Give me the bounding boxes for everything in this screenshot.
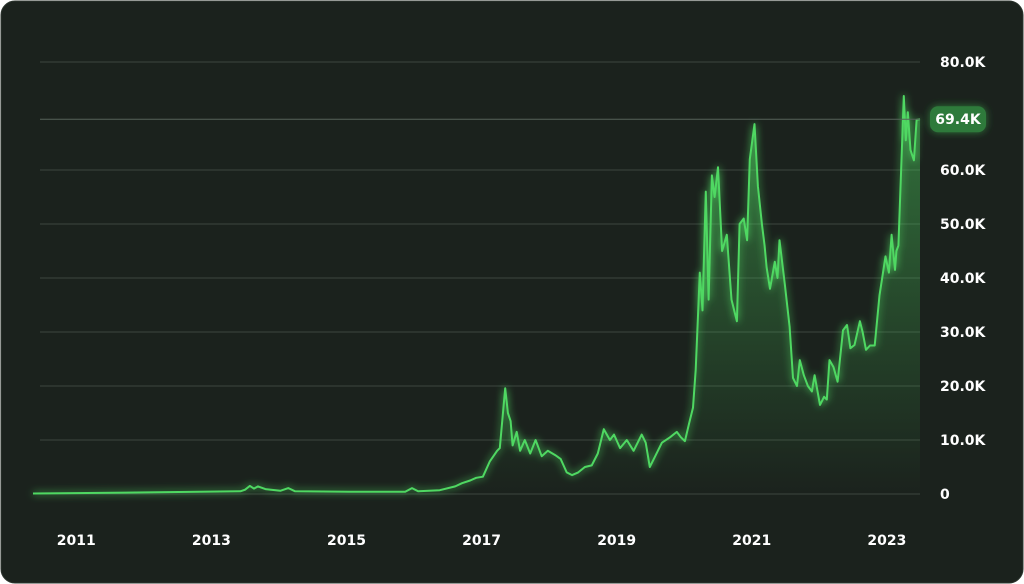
y-tick-label: 0 [940,487,950,503]
y-tick-label: 10.0K [940,433,987,449]
y-tick-label: 60.0K [940,163,987,179]
y-tick-label: 80.0K [940,55,987,71]
area [33,96,920,494]
y-tick-label: 20.0K [940,379,987,395]
y-tick-label: 50.0K [940,217,987,233]
x-tick-label: 2011 [57,533,96,549]
x-tick-label: 2021 [732,533,771,549]
y-tick-label: 40.0K [940,271,987,287]
current-label: 69.4K [935,112,982,128]
x-tick-label: 2017 [462,533,501,549]
current-pill [930,106,986,133]
price-line [32,95,921,495]
x-tick-label: 2023 [867,533,906,549]
x-tick-label: 2019 [597,533,636,549]
x-tick-label: 2015 [327,533,366,549]
y-tick-label: 30.0K [940,325,987,341]
x-tick-label: 2013 [192,533,231,549]
